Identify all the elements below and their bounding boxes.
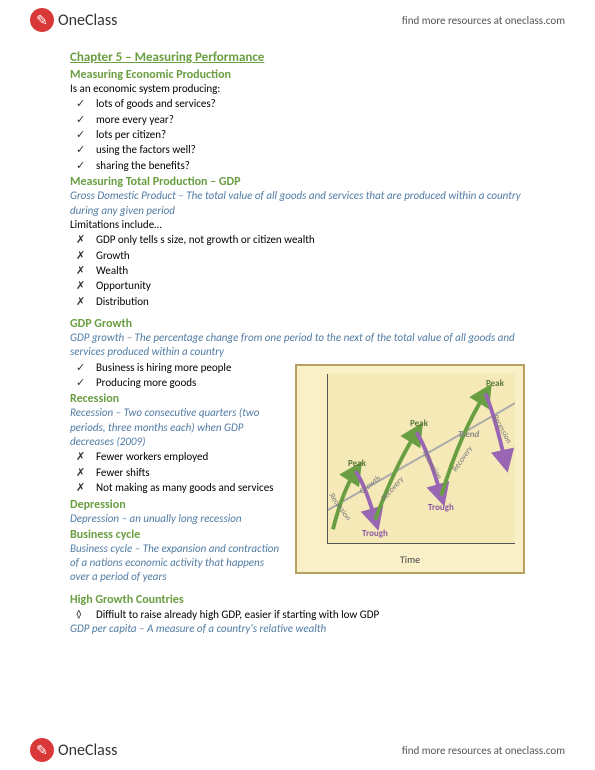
x-axis-label: Time: [400, 553, 420, 566]
list-item: Fewer shifts: [96, 465, 285, 480]
list-item: Opportunity: [96, 278, 525, 293]
list-item: Producing more goods: [96, 375, 285, 390]
logo-text: OneClass: [58, 11, 117, 30]
section-heading: High Growth Countries: [70, 593, 525, 607]
definition-text: GDP growth – The percentage change from …: [70, 331, 525, 360]
section-heading: Recession: [70, 392, 285, 406]
diamond-list: Diffiult to raise already high GDP, easi…: [70, 607, 525, 622]
cross-list: GDP only tells s size, not growth or cit…: [70, 232, 525, 309]
logo-icon: ✎: [30, 738, 54, 762]
chart-plot-area: Peak Peak Peak Trough Trough Trend Growt…: [327, 374, 515, 544]
cross-list: Fewer workers employed Fewer shifts Not …: [70, 449, 285, 495]
definition-text: Business cycle – The expansion and contr…: [70, 542, 285, 585]
trough-label: Trough: [362, 528, 388, 539]
document-content: Chapter 5 – Measuring Performance Measur…: [0, 40, 595, 636]
logo: ✎ OneClass: [30, 738, 117, 762]
definition-text: GDP per capita – A measure of a country'…: [70, 622, 525, 636]
peak-label: Peak: [410, 418, 428, 429]
page-footer: ✎ OneClass find more resources at onecla…: [0, 730, 595, 770]
list-item: Fewer workers employed: [96, 449, 285, 464]
logo: ✎ OneClass: [30, 8, 117, 32]
chapter-title: Chapter 5 – Measuring Performance: [70, 50, 525, 65]
definition-text: Recession – Two consecutive quarters (tw…: [70, 406, 285, 449]
list-item: lots per citizen?: [96, 127, 525, 142]
header-link[interactable]: find more resources at oneclass.com: [402, 14, 565, 27]
list-item: using the factors well?: [96, 142, 525, 157]
definition-text: Depression – an unually long recession: [70, 512, 285, 526]
definition-text: Gross Domestic Product – The total value…: [70, 189, 525, 218]
recovery-arrow: [375, 432, 416, 519]
business-cycle-chart: Level of real output Time: [295, 364, 525, 574]
list-item: Business is hiring more people: [96, 360, 285, 375]
body-text: Limitations include…: [70, 218, 525, 232]
two-column-layout: Business is hiring more people Producing…: [70, 360, 525, 585]
page-header: ✎ OneClass find more resources at onecla…: [0, 0, 595, 40]
list-item: Wealth: [96, 263, 525, 278]
list-item: GDP only tells s size, not growth or cit…: [96, 232, 525, 247]
footer-link[interactable]: find more resources at oneclass.com: [402, 744, 565, 757]
recovery-arrow: [441, 393, 485, 495]
list-item: lots of goods and services?: [96, 96, 525, 111]
section-heading: Measuring Economic Production: [70, 68, 525, 82]
section-heading: Measuring Total Production – GDP: [70, 175, 525, 189]
list-item: Diffiult to raise already high GDP, easi…: [96, 607, 525, 622]
logo-icon: ✎: [30, 8, 54, 32]
logo-text: OneClass: [58, 741, 117, 760]
list-item: Growth: [96, 248, 525, 263]
section-heading: GDP Growth: [70, 317, 525, 331]
body-text: Is an economic system producing:: [70, 82, 525, 96]
section-heading: Depression: [70, 498, 285, 512]
check-list: Business is hiring more people Producing…: [70, 360, 285, 391]
check-list: lots of goods and services? more every y…: [70, 96, 525, 173]
list-item: Not making as many goods and services: [96, 480, 285, 495]
list-item: more every year?: [96, 112, 525, 127]
trough-label: Trough: [428, 502, 454, 513]
peak-label: Peak: [348, 458, 366, 469]
section-heading: Business cycle: [70, 528, 285, 542]
list-item: Distribution: [96, 294, 525, 309]
trend-label: Trend: [458, 429, 479, 440]
list-item: sharing the benefits?: [96, 158, 525, 173]
peak-label: Peak: [486, 378, 504, 389]
left-column: Business is hiring more people Producing…: [70, 360, 285, 585]
